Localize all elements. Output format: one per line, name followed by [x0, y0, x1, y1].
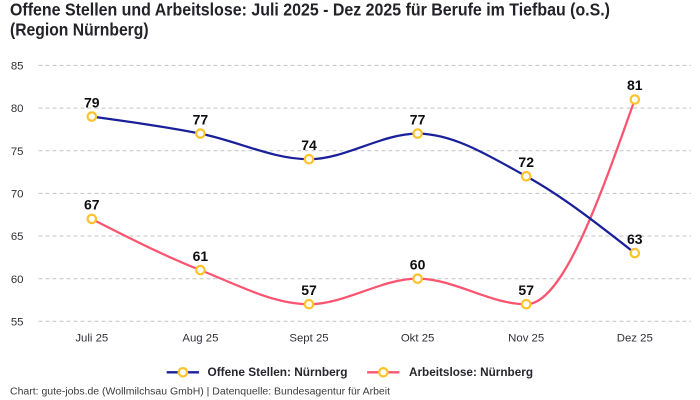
svg-text:60: 60 — [11, 274, 24, 286]
svg-text:72: 72 — [518, 154, 534, 170]
svg-text:75: 75 — [11, 146, 24, 158]
svg-text:81: 81 — [627, 77, 643, 93]
svg-text:Sept 25: Sept 25 — [289, 333, 328, 345]
svg-text:Offene Stellen und Arbeitslose: Offene Stellen und Arbeitslose: Juli 202… — [10, 0, 610, 20]
svg-text:77: 77 — [410, 111, 426, 127]
svg-text:80: 80 — [11, 103, 24, 115]
svg-text:70: 70 — [11, 189, 24, 201]
svg-text:Arbeitslose: Nürnberg: Arbeitslose: Nürnberg — [409, 365, 533, 379]
svg-text:(Region Nürnberg): (Region Nürnberg) — [10, 20, 149, 40]
svg-text:77: 77 — [193, 111, 209, 127]
svg-text:67: 67 — [84, 197, 100, 213]
svg-text:79: 79 — [84, 94, 100, 110]
svg-text:65: 65 — [11, 231, 24, 243]
svg-text:Juli 25: Juli 25 — [75, 333, 108, 345]
svg-text:61: 61 — [193, 248, 209, 264]
svg-text:Chart: gute-jobs.de (Wollmilch: Chart: gute-jobs.de (Wollmilchsau GmbH) … — [10, 387, 390, 398]
svg-text:74: 74 — [301, 137, 317, 153]
svg-text:60: 60 — [410, 256, 426, 272]
svg-text:Aug 25: Aug 25 — [182, 333, 218, 345]
svg-text:63: 63 — [627, 231, 643, 247]
svg-text:Nov 25: Nov 25 — [508, 333, 544, 345]
svg-text:57: 57 — [518, 282, 534, 298]
svg-text:57: 57 — [301, 282, 317, 298]
svg-text:Okt 25: Okt 25 — [401, 333, 435, 345]
svg-text:85: 85 — [11, 61, 24, 73]
svg-text:Offene Stellen: Nürnberg: Offene Stellen: Nürnberg — [208, 365, 348, 379]
svg-text:55: 55 — [11, 316, 24, 328]
svg-text:Dez 25: Dez 25 — [617, 333, 653, 345]
